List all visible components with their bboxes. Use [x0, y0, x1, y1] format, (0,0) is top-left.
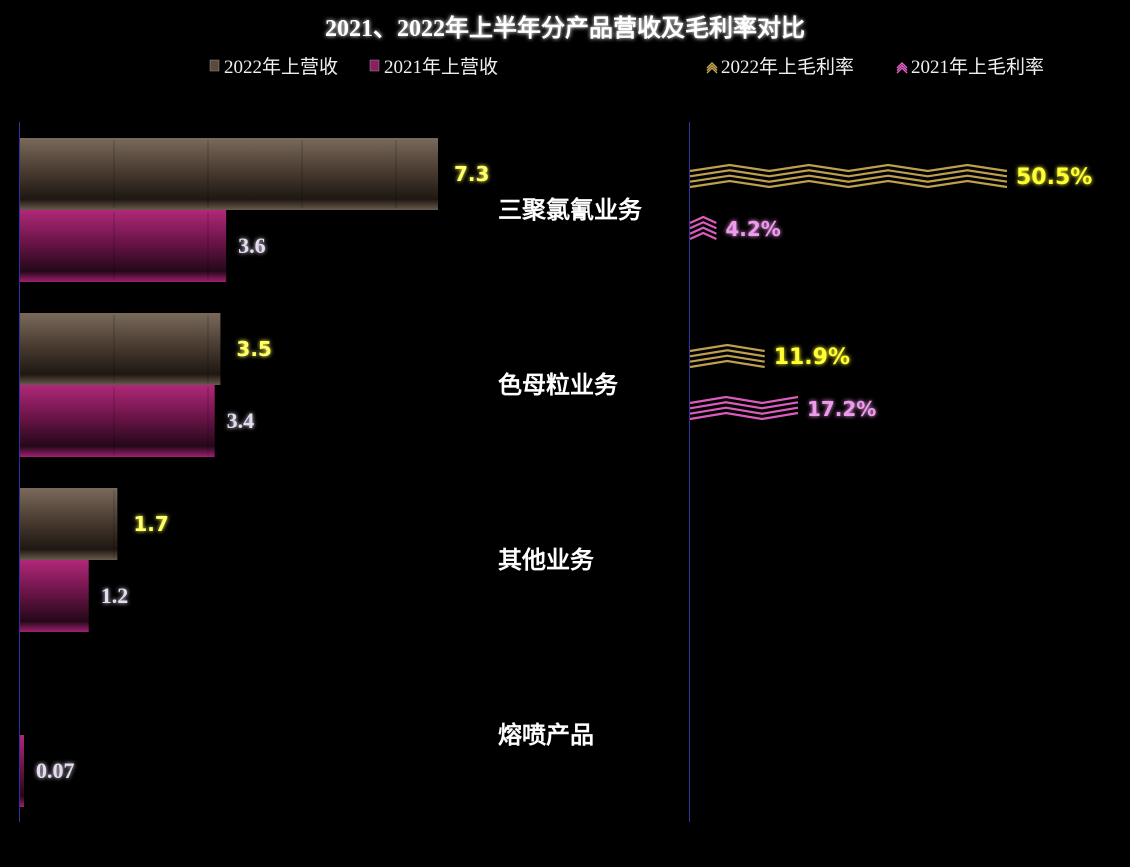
- legend-2022-revenue: 2022年上营收: [209, 56, 338, 78]
- margin-label-2021-1: 17.2%: [807, 397, 876, 421]
- legend-2022-margin-label: 2022年上毛利率: [721, 56, 854, 78]
- legend-2022-margin: 2022年上毛利率: [706, 56, 854, 78]
- revenue-label-2021-2: 1.2: [101, 583, 129, 608]
- revenue-bar-2021-1: [20, 385, 215, 457]
- revenue-label-2022-1: 3.5: [236, 337, 271, 361]
- legend-2021-revenue: 2021年上营收: [369, 56, 498, 78]
- revenue-bar-2022-1: [20, 313, 221, 385]
- revenue-bar-2022-2: [20, 488, 118, 560]
- margin-bars: 50.5% 4.2% 11.9% 17.2%: [689, 163, 1092, 421]
- revenue-label-2021-1: 3.4: [227, 408, 255, 433]
- margin-bar-2021-1: [689, 395, 799, 421]
- margin-bar-2022-1: [689, 343, 765, 369]
- chart-title: 2021、2022年上半年分产品营收及毛利率对比: [325, 14, 805, 42]
- margin-bar-2021-0: [689, 215, 717, 241]
- margin-label-2022-1: 11.9%: [774, 345, 850, 370]
- margin-label-2022-0: 50.5%: [1016, 165, 1092, 190]
- category-label-3: 熔喷产品: [498, 721, 594, 749]
- legend-2022-revenue-swatch: [209, 59, 220, 72]
- margin-label-2021-0: 4.2%: [725, 217, 780, 241]
- revenue-label-2022-0: 7.3: [454, 162, 489, 186]
- revenue-label-2021-0: 3.6: [238, 233, 266, 258]
- legend-2021-margin-swatch: [896, 62, 908, 74]
- category-label-1: 色母粒业务: [498, 371, 619, 399]
- revenue-bar-2022-0: [20, 138, 438, 210]
- legend-2021-margin-label: 2021年上毛利率: [911, 56, 1044, 78]
- revenue-label-2022-2: 1.7: [133, 512, 168, 536]
- legend-2021-margin: 2021年上毛利率: [896, 56, 1044, 78]
- revenue-bar-2021-2: [20, 560, 89, 632]
- legend-2021-revenue-label: 2021年上营收: [384, 56, 498, 78]
- legend-2022-revenue-label: 2022年上营收: [224, 56, 338, 78]
- category-label-0: 三聚氯氰业务: [498, 196, 643, 224]
- revenue-label-2021-3: 0.07: [36, 758, 75, 783]
- legend-2022-margin-swatch: [706, 62, 718, 74]
- revenue-bar-2021-3: [20, 735, 25, 807]
- legend-2021-revenue-swatch: [369, 59, 380, 72]
- revenue-bar-2021-0: [20, 210, 227, 282]
- category-label-2: 其他业务: [498, 546, 595, 574]
- margin-bar-2022-0: [689, 163, 1008, 189]
- revenue-bars: 7.3 3.6 3.5 3.4 1.7 1.2 0.07: [20, 138, 489, 807]
- legend: 2022年上营收 2021年上营收 2022年上毛利率 2021年上毛利率: [209, 56, 1044, 78]
